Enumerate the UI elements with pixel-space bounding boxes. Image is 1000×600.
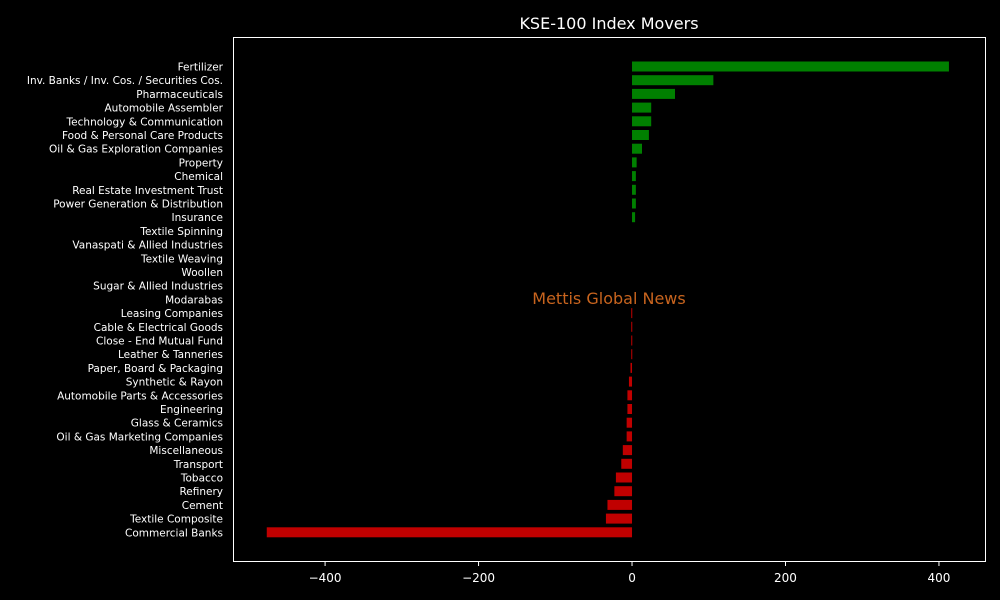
- bar-3: [632, 102, 652, 113]
- category-label: Modarabas: [165, 294, 223, 306]
- bar-20: [631, 335, 633, 346]
- category-label: Transport: [173, 459, 223, 471]
- bar-33: [605, 513, 633, 524]
- bar-11: [632, 212, 636, 223]
- bar-28: [622, 445, 633, 456]
- category-label: Close - End Mutual Fund: [96, 336, 223, 348]
- bar-24: [627, 390, 633, 401]
- bar-22: [630, 362, 633, 373]
- category-label: Inv. Banks / Inv. Cos. / Securities Cos.: [27, 75, 223, 87]
- bar-26: [626, 417, 633, 428]
- watermark-text: Mettis Global News: [532, 289, 685, 308]
- bar-2: [632, 88, 675, 99]
- bar-31: [614, 486, 633, 497]
- bar-9: [632, 184, 636, 195]
- category-label: Textile Weaving: [140, 253, 223, 265]
- bar-0: [632, 61, 949, 72]
- category-label: Chemical: [174, 171, 223, 183]
- category-label: Fertilizer: [178, 62, 224, 74]
- category-label: Vanaspati & Allied Industries: [72, 240, 223, 252]
- x-axis: −400 −200 0 200 400: [309, 561, 951, 585]
- category-label: Oil & Gas Exploration Companies: [49, 144, 223, 156]
- x-tick-label: −200: [462, 571, 495, 585]
- category-label: Sugar & Allied Industries: [93, 281, 223, 293]
- bar-34: [266, 527, 633, 538]
- bar-6: [632, 143, 642, 154]
- category-label: Real Estate Investment Trust: [72, 185, 223, 197]
- plot-area-frame: [233, 37, 986, 562]
- category-label: Cement: [182, 500, 223, 512]
- x-tick-label: −400: [309, 571, 342, 585]
- bar-8: [632, 171, 636, 182]
- category-label: Tobacco: [180, 473, 223, 485]
- x-tick-label: 0: [628, 571, 636, 585]
- category-label: Automobile Parts & Accessories: [57, 390, 223, 402]
- category-label: Cable & Electrical Goods: [94, 322, 223, 334]
- bar-29: [621, 458, 633, 469]
- bar-4: [632, 116, 652, 127]
- category-label: Woollen: [181, 267, 223, 279]
- category-label: Power Generation & Distribution: [53, 199, 223, 211]
- x-tick-label: 400: [928, 571, 951, 585]
- bar-19: [631, 321, 633, 332]
- category-label: Automobile Assembler: [105, 103, 224, 115]
- chart-title: KSE-100 Index Movers: [519, 14, 698, 33]
- category-label: Leasing Companies: [121, 308, 223, 320]
- category-label: Technology & Communication: [66, 116, 223, 128]
- category-label: Engineering: [160, 404, 223, 416]
- category-label: Insurance: [171, 212, 223, 224]
- bar-5: [632, 130, 649, 140]
- category-label: Paper, Board & Packaging: [88, 363, 223, 375]
- bar-1: [632, 75, 714, 86]
- bar-30: [615, 472, 633, 483]
- category-label: Food & Personal Care Products: [62, 130, 223, 142]
- category-label: Textile Spinning: [139, 226, 223, 238]
- x-tick-label: 200: [774, 571, 797, 585]
- category-label: Refinery: [179, 486, 223, 498]
- bar-25: [627, 404, 633, 414]
- category-label: Synthetic & Rayon: [126, 377, 223, 389]
- category-label: Commercial Banks: [125, 527, 223, 539]
- bars-group: [266, 61, 949, 538]
- bar-21: [631, 349, 633, 360]
- bar-18: [631, 308, 633, 319]
- bar-27: [626, 431, 633, 442]
- bar-23: [628, 376, 633, 387]
- category-label: Property: [179, 157, 223, 169]
- bar-7: [632, 157, 637, 168]
- bar-32: [607, 499, 633, 510]
- category-label: Miscellaneous: [149, 445, 223, 457]
- bar-10: [632, 198, 636, 209]
- category-label: Glass & Ceramics: [131, 418, 223, 430]
- category-label: Textile Composite: [129, 514, 223, 526]
- category-label: Pharmaceuticals: [136, 89, 223, 101]
- category-label: Oil & Gas Marketing Companies: [56, 431, 223, 443]
- category-label: Leather & Tanneries: [118, 349, 223, 361]
